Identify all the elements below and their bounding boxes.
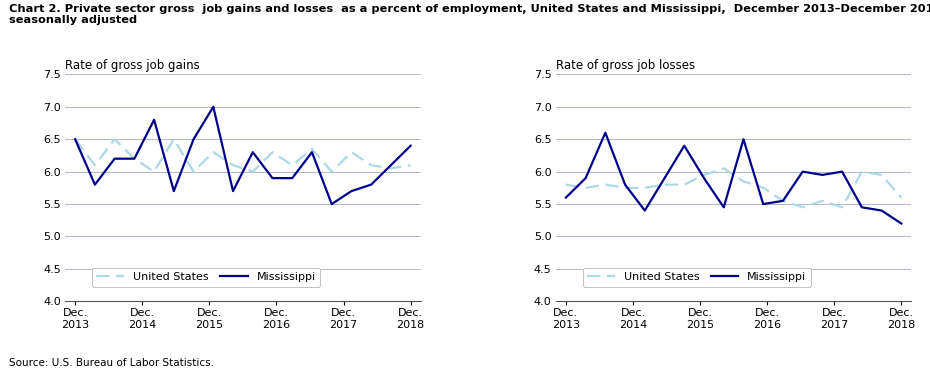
Legend: United States, Mississippi: United States, Mississippi bbox=[92, 268, 320, 287]
Text: Rate of gross job losses: Rate of gross job losses bbox=[556, 59, 695, 72]
Text: Chart 2. Private sector gross  job gains and losses  as a percent of employment,: Chart 2. Private sector gross job gains … bbox=[9, 4, 930, 25]
Legend: United States, Mississippi: United States, Mississippi bbox=[583, 268, 811, 287]
Text: Source: U.S. Bureau of Labor Statistics.: Source: U.S. Bureau of Labor Statistics. bbox=[9, 358, 214, 368]
Text: Rate of gross job gains: Rate of gross job gains bbox=[65, 59, 200, 72]
